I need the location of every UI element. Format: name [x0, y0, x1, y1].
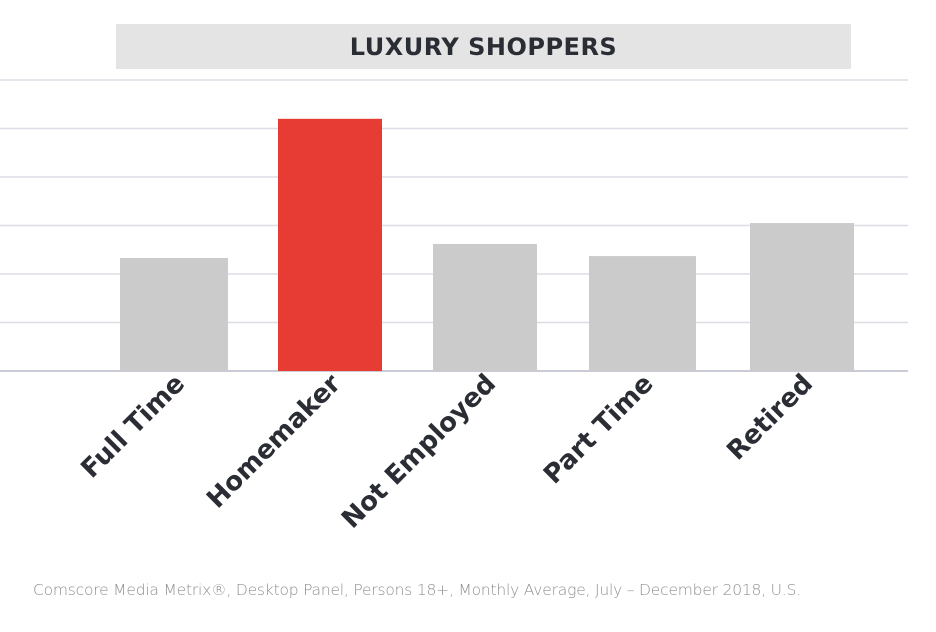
bar-not-employed — [433, 243, 537, 371]
x-tick-label: Part Time — [538, 369, 659, 490]
chart-title: LUXURY SHOPPERS — [349, 32, 618, 61]
chart-title-banner: LUXURY SHOPPERS — [116, 24, 851, 69]
bar-part-time — [589, 256, 696, 371]
x-tick-label: Retired — [721, 369, 819, 467]
x-tick-label: Full Time — [76, 369, 191, 484]
bar-homemaker — [278, 118, 382, 371]
bar-full-time — [120, 257, 228, 371]
x-tick-label: Homemaker — [201, 369, 347, 515]
bar-retired — [750, 223, 854, 371]
x-tick-label: Not Employed — [336, 369, 502, 535]
source-footnote: Comscore Media Metrix®, Desktop Panel, P… — [33, 581, 801, 599]
